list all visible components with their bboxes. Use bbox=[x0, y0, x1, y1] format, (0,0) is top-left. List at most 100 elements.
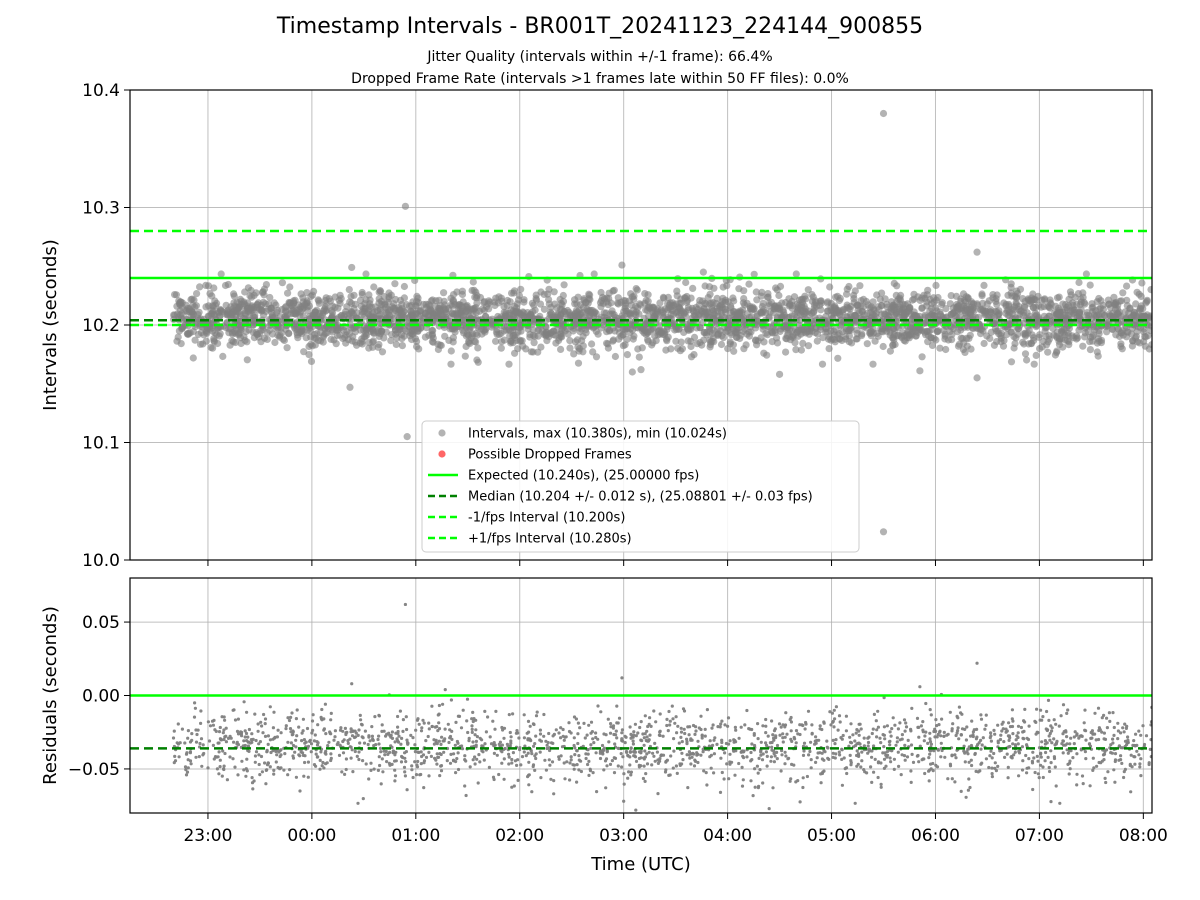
residuals-point bbox=[927, 779, 931, 783]
residuals-point bbox=[675, 771, 679, 776]
residuals-point bbox=[1113, 780, 1117, 784]
residuals-point bbox=[294, 775, 298, 779]
intervals-point bbox=[527, 348, 535, 356]
residuals-point bbox=[693, 732, 697, 737]
residuals-point bbox=[687, 750, 692, 754]
residuals-point bbox=[288, 768, 292, 772]
residuals-point bbox=[454, 720, 458, 725]
intervals-point bbox=[524, 325, 532, 333]
residuals-point bbox=[924, 701, 928, 706]
residuals-point bbox=[291, 756, 296, 760]
intervals-point bbox=[805, 330, 813, 338]
residuals-point bbox=[940, 717, 944, 721]
residuals-point bbox=[1047, 765, 1051, 770]
residuals-point bbox=[929, 742, 934, 746]
residuals-point bbox=[519, 763, 523, 767]
residuals-point bbox=[755, 764, 760, 768]
intervals-point bbox=[614, 294, 622, 302]
intervals-point bbox=[1121, 308, 1129, 316]
residuals-point bbox=[639, 720, 643, 724]
residuals-point bbox=[771, 786, 775, 790]
residuals-point bbox=[1121, 726, 1125, 730]
residuals-point bbox=[671, 717, 675, 721]
residuals-point bbox=[954, 756, 958, 760]
residuals-point bbox=[1077, 736, 1081, 740]
residuals-point bbox=[882, 696, 886, 700]
intervals-point bbox=[845, 327, 853, 335]
residuals-point bbox=[966, 788, 971, 792]
intervals-point bbox=[730, 347, 738, 355]
residuals-point bbox=[1084, 738, 1088, 742]
intervals-point bbox=[260, 285, 269, 293]
intervals-point bbox=[419, 300, 427, 309]
residuals-point bbox=[774, 734, 778, 738]
intervals-point bbox=[713, 304, 721, 312]
residuals-point bbox=[648, 733, 652, 737]
intervals-point bbox=[237, 339, 245, 348]
residuals-point bbox=[1046, 698, 1051, 703]
residuals-point bbox=[1133, 755, 1137, 759]
intervals-point bbox=[370, 308, 379, 316]
intervals-point bbox=[376, 311, 384, 319]
residuals-point bbox=[1025, 771, 1029, 775]
residuals-point bbox=[260, 724, 264, 728]
residuals-point bbox=[211, 743, 215, 748]
intervals-point bbox=[1104, 296, 1112, 304]
residuals-point bbox=[421, 718, 425, 722]
residuals-point bbox=[781, 723, 785, 727]
residuals-point bbox=[1039, 751, 1043, 755]
intervals-point bbox=[1088, 300, 1096, 308]
residuals-point bbox=[1126, 735, 1130, 739]
residuals-point bbox=[705, 783, 709, 787]
residuals-point bbox=[816, 751, 820, 755]
intervals-point bbox=[574, 359, 583, 367]
residuals-point bbox=[699, 753, 703, 757]
residuals-point bbox=[427, 721, 431, 725]
residuals-point bbox=[350, 734, 355, 738]
residuals-point bbox=[1112, 733, 1116, 738]
intervals-point bbox=[1021, 350, 1030, 358]
residuals-point bbox=[933, 735, 937, 739]
residuals-point bbox=[1123, 722, 1127, 726]
intervals-point bbox=[908, 296, 917, 304]
residuals-point bbox=[648, 716, 652, 720]
residuals-point bbox=[411, 736, 415, 740]
intervals-point bbox=[748, 305, 756, 313]
intervals-point bbox=[305, 351, 313, 359]
intervals-point bbox=[565, 308, 573, 317]
residuals-point bbox=[312, 739, 316, 743]
residuals-point bbox=[1139, 774, 1143, 778]
residuals-point bbox=[967, 777, 971, 781]
residuals-point bbox=[1048, 738, 1052, 742]
residuals-point bbox=[180, 727, 184, 731]
residuals-point bbox=[419, 750, 423, 754]
residuals-point bbox=[250, 776, 254, 780]
residuals-point bbox=[373, 715, 377, 719]
residuals-point bbox=[306, 775, 310, 779]
residuals-point bbox=[777, 722, 782, 726]
intervals-point bbox=[1142, 299, 1150, 307]
intervals-point bbox=[1140, 337, 1148, 345]
intervals-point bbox=[271, 338, 279, 347]
intervals-point bbox=[879, 342, 887, 351]
intervals-point bbox=[920, 291, 928, 299]
residuals-point bbox=[538, 728, 543, 732]
residuals-point bbox=[1054, 784, 1058, 788]
intervals-point bbox=[868, 310, 877, 318]
residuals-point bbox=[1049, 749, 1053, 753]
residuals-point bbox=[435, 752, 439, 756]
residuals-point bbox=[456, 751, 460, 755]
intervals-point bbox=[195, 316, 203, 324]
intervals-point bbox=[437, 306, 445, 314]
intervals-point bbox=[478, 330, 486, 338]
residuals-point bbox=[396, 714, 400, 719]
residuals-point bbox=[429, 754, 433, 759]
residuals-point bbox=[246, 735, 250, 739]
intervals-point bbox=[751, 336, 760, 344]
residuals-point bbox=[437, 739, 441, 743]
intervals-point bbox=[557, 345, 565, 353]
intervals-point bbox=[258, 307, 266, 315]
residuals-point bbox=[500, 750, 504, 754]
residuals-point bbox=[772, 760, 777, 764]
residuals-point bbox=[513, 759, 518, 763]
